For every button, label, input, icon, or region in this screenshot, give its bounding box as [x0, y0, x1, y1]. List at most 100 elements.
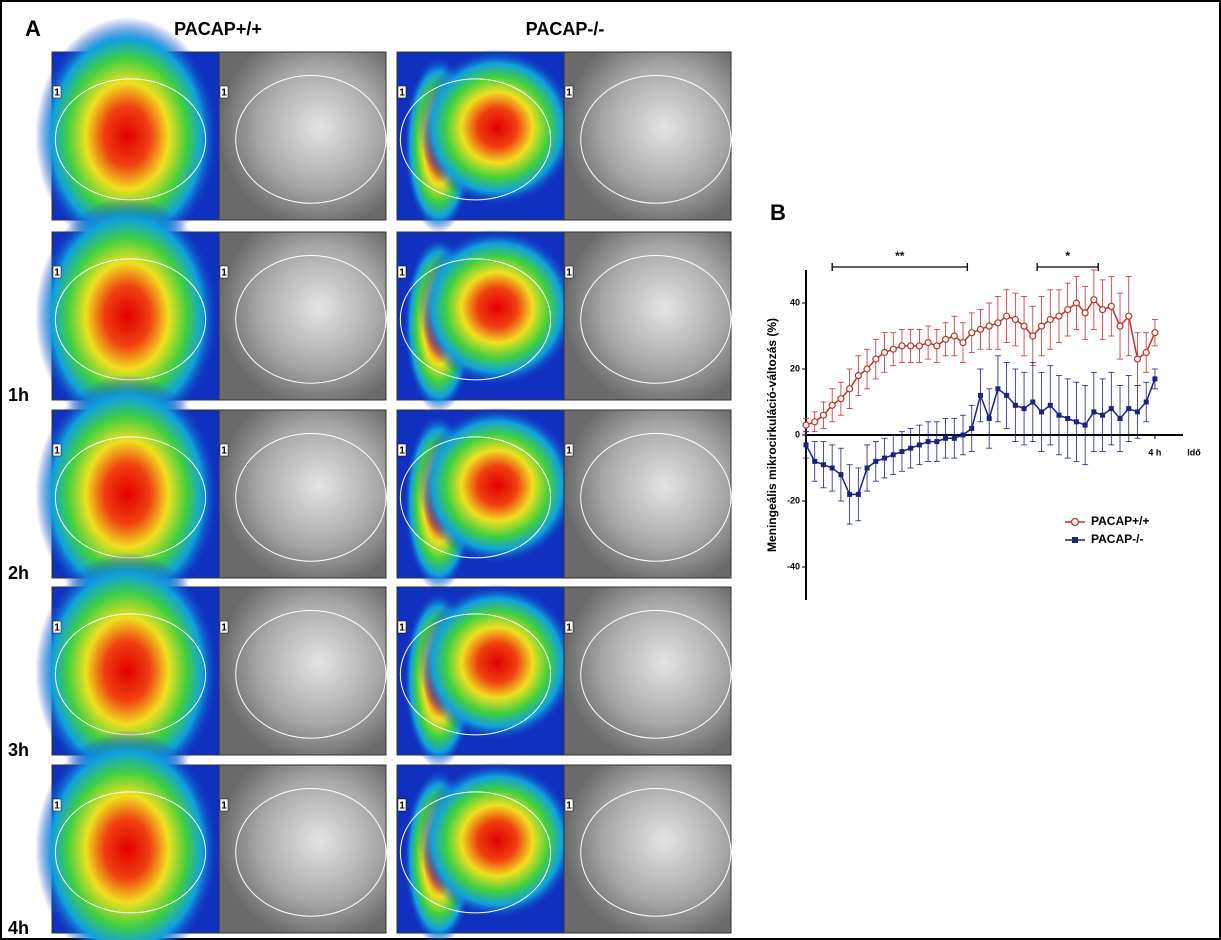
roi-box — [52, 620, 62, 634]
roi-box — [219, 443, 229, 457]
marker — [864, 465, 870, 471]
grayscale-image — [563, 409, 732, 579]
grayscale-image — [563, 51, 732, 221]
roi-box — [52, 798, 62, 812]
marker — [1004, 392, 1010, 398]
marker — [976, 325, 985, 333]
heatmap-blob — [417, 229, 577, 387]
marker — [925, 439, 931, 445]
row-label: 3h — [8, 740, 29, 760]
roi — [399, 613, 552, 736]
roi-label: 1 — [54, 446, 60, 457]
marker — [1047, 402, 1053, 408]
marker — [854, 372, 862, 380]
marker — [1029, 332, 1037, 340]
heatmap-blob — [35, 552, 220, 790]
roi-label: 1 — [399, 88, 405, 99]
x-tick-label: 4 h — [1148, 447, 1161, 457]
marker — [837, 395, 845, 403]
roi — [580, 433, 732, 562]
significance-label: * — [1065, 249, 1070, 263]
heatmap-blob — [35, 17, 220, 255]
column-header: PACAP-/- — [526, 19, 605, 39]
roi — [399, 78, 552, 201]
row-label: 1h — [8, 385, 29, 405]
roi-label: 1 — [566, 623, 572, 634]
marker — [933, 342, 941, 350]
marker — [941, 335, 950, 343]
marker — [1126, 406, 1132, 412]
roi — [580, 75, 732, 204]
marker — [828, 401, 836, 409]
roi-box — [564, 265, 574, 279]
roi-box — [397, 798, 407, 812]
marker — [1108, 406, 1114, 412]
marker — [924, 339, 932, 347]
heatmap-blob — [35, 730, 220, 940]
x-axis-label: Idő — [1187, 447, 1201, 457]
marker — [1143, 399, 1149, 405]
marker — [873, 458, 879, 464]
roi-label: 1 — [399, 801, 405, 812]
marker — [1055, 312, 1063, 320]
grayscale-image — [563, 231, 732, 401]
y-tick-label: 0 — [795, 429, 800, 439]
roi-label: 1 — [566, 446, 572, 457]
grayscale-image — [218, 51, 387, 221]
y-tick-label: 40 — [790, 297, 800, 307]
roi-label: 1 — [221, 268, 227, 279]
heatmap-blob — [417, 762, 577, 920]
y-axis-label: Meningeális mikrocirkuláció-változás (%) — [765, 318, 779, 552]
roi — [235, 610, 387, 739]
roi-label: 1 — [54, 623, 60, 634]
marker — [1065, 416, 1071, 421]
marker — [1012, 402, 1018, 408]
roi — [399, 791, 552, 914]
roi — [399, 436, 552, 559]
marker — [889, 345, 897, 353]
marker — [916, 442, 922, 448]
marker — [1090, 296, 1098, 304]
marker — [1082, 422, 1088, 428]
marker — [986, 416, 992, 421]
roi-label: 1 — [221, 623, 227, 634]
roi-label: 1 — [54, 88, 60, 99]
marker — [829, 465, 835, 471]
marker — [880, 348, 889, 357]
marker — [950, 332, 958, 340]
roi-box — [564, 798, 574, 812]
marker — [934, 439, 940, 445]
legend-label: PACAP-/- — [1091, 532, 1143, 546]
marker — [1117, 416, 1123, 421]
marker — [803, 442, 809, 448]
panel-label: B — [770, 200, 786, 225]
marker — [915, 342, 923, 350]
marker — [882, 455, 888, 461]
y-tick-label: -20 — [787, 495, 800, 505]
roi-label: 1 — [221, 88, 227, 99]
grayscale-image — [218, 586, 387, 756]
grayscale-image — [218, 409, 387, 579]
row-label: 4h — [8, 918, 29, 938]
roi-label: 1 — [566, 801, 572, 812]
grayscale-image — [563, 586, 732, 756]
marker — [951, 435, 957, 441]
marker — [968, 329, 976, 337]
roi — [54, 791, 207, 914]
roi-label: 1 — [54, 801, 60, 812]
roi-label: 1 — [221, 801, 227, 812]
roi-box — [52, 443, 62, 457]
marker — [1100, 412, 1106, 418]
marker — [1134, 409, 1140, 415]
roi — [580, 788, 732, 917]
marker — [969, 425, 975, 431]
marker — [907, 342, 915, 350]
marker — [846, 385, 854, 393]
roi — [580, 255, 732, 384]
roi-box — [52, 265, 62, 279]
roi — [235, 788, 387, 917]
row-label: 2h — [8, 563, 29, 583]
marker — [1046, 315, 1054, 324]
image-grid: 1 1 1 1 1 1 1 1 1h 1 1 1 1 2h 1 1 1 1 3h 1 1 1 1 4h — [8, 17, 732, 940]
marker — [1037, 322, 1046, 330]
